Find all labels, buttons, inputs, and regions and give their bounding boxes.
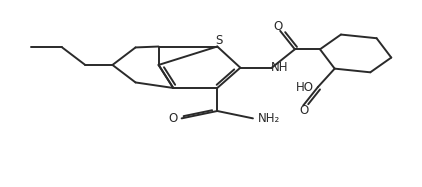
Text: NH₂: NH₂ <box>258 112 280 125</box>
Text: NH: NH <box>271 61 289 74</box>
Text: S: S <box>215 34 222 47</box>
Text: O: O <box>273 20 283 33</box>
Text: HO: HO <box>296 81 314 94</box>
Text: O: O <box>168 112 178 125</box>
Text: O: O <box>300 104 308 117</box>
